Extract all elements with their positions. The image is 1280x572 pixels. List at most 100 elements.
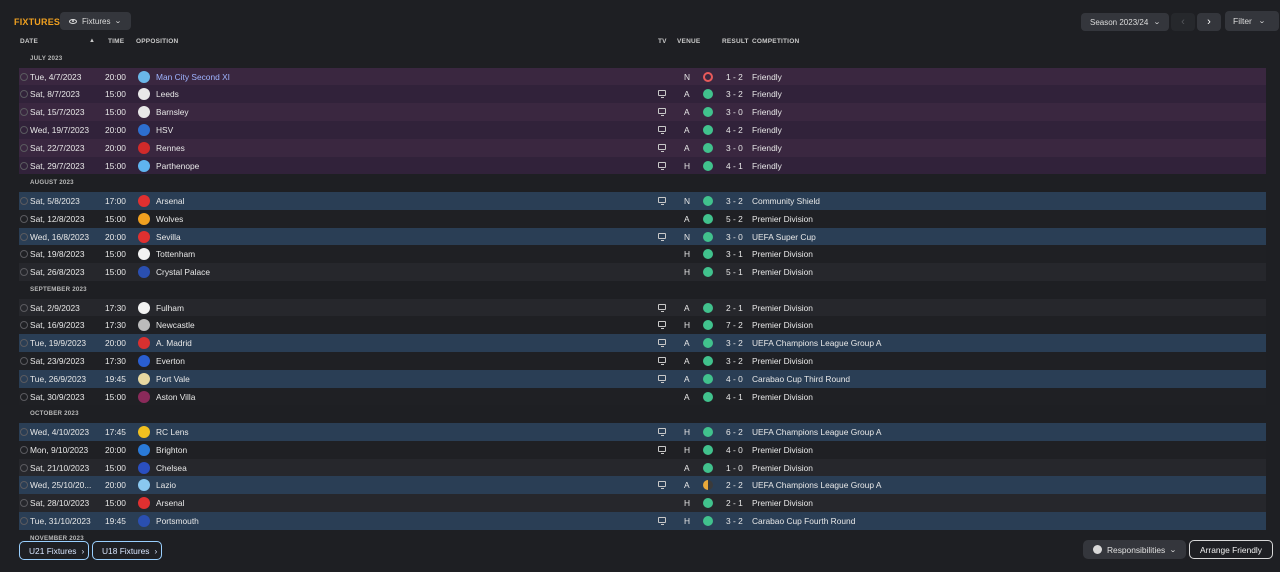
column-tv[interactable]: TV (658, 38, 667, 45)
filter-dropdown[interactable]: Filter ⌄ (1225, 11, 1279, 31)
row-select-checkbox[interactable] (20, 321, 28, 330)
row-select-checkbox[interactable] (20, 72, 28, 81)
competition-link[interactable]: Friendly (752, 124, 782, 135)
fixture-score[interactable]: 3 - 1 (726, 249, 743, 260)
arrange-friendly-button[interactable]: Arrange Friendly (1189, 540, 1273, 559)
fixture-row[interactable]: Sat, 5/8/2023 17:00 Arsenal N 3 - 2 Community… (19, 191, 1266, 210)
competition-link[interactable]: Premier Division (752, 267, 813, 278)
fixture-score[interactable]: 4 - 1 (726, 391, 743, 402)
fixture-score[interactable]: 5 - 2 (726, 213, 743, 224)
fixture-row[interactable]: Tue, 26/9/2023 19:45 Port Vale A 4 - 0 Caraba… (19, 369, 1266, 388)
competition-link[interactable]: Community Shield (752, 195, 820, 206)
row-select-checkbox[interactable] (20, 90, 28, 99)
fixture-score[interactable]: 3 - 0 (726, 107, 743, 118)
opposition-link[interactable]: Chelsea (156, 462, 187, 473)
fixture-row[interactable]: Mon, 9/10/2023 20:00 Brighton H 4 - 0 Premier… (19, 440, 1266, 459)
fixture-score[interactable]: 4 - 0 (726, 444, 743, 455)
competition-link[interactable]: Premier Division (752, 391, 813, 402)
sort-ascending-icon[interactable]: ▲ (89, 38, 96, 44)
opposition-link[interactable]: Leeds (156, 89, 179, 100)
row-select-checkbox[interactable] (20, 303, 28, 312)
fixture-row[interactable]: Sat, 2/9/2023 17:30 Fulham A 2 - 1 Premier Di… (19, 298, 1266, 317)
competition-link[interactable]: UEFA Champions League Group A (752, 338, 882, 349)
fixture-score[interactable]: 2 - 1 (726, 498, 743, 509)
fixture-score[interactable]: 2 - 2 (726, 480, 743, 491)
fixture-score[interactable]: 3 - 0 (726, 142, 743, 153)
fixture-score[interactable]: 1 - 0 (726, 462, 743, 473)
opposition-link[interactable]: Lazio (156, 480, 177, 491)
row-select-checkbox[interactable] (20, 516, 28, 525)
fixture-row[interactable]: Tue, 4/7/2023 20:00 Man City Second XI N 1 -… (19, 67, 1266, 86)
fixture-score[interactable]: 3 - 0 (726, 231, 743, 242)
fixture-row[interactable]: Sat, 29/7/2023 15:00 Parthenope H 4 - 1 Frien… (19, 156, 1266, 175)
row-select-checkbox[interactable] (20, 232, 28, 241)
competition-link[interactable]: Friendly (752, 71, 782, 82)
fixture-row[interactable]: Tue, 19/9/2023 20:00 A. Madrid A 3 - 2 UEFA C… (19, 334, 1266, 352)
fixture-score[interactable]: 4 - 2 (726, 124, 743, 135)
competition-link[interactable]: Friendly (752, 107, 782, 118)
fixture-row[interactable]: Sat, 19/8/2023 15:00 Tottenham H 3 - 1 Premie… (19, 245, 1266, 264)
season-dropdown[interactable]: Season 2023/24 ⌄ (1081, 13, 1169, 31)
opposition-link[interactable]: Fulham (156, 302, 184, 313)
fixture-row[interactable]: Tue, 31/10/2023 19:45 Portsmouth H 3 - 2 Cara… (19, 511, 1266, 530)
competition-link[interactable]: Premier Division (752, 444, 813, 455)
row-select-checkbox[interactable] (20, 125, 28, 134)
fixture-row[interactable]: Sat, 8/7/2023 15:00 Leeds A 3 - 2 Friendly (19, 85, 1266, 104)
column-competition[interactable]: COMPETITION (752, 38, 800, 45)
row-select-checkbox[interactable] (20, 463, 28, 472)
competition-link[interactable]: UEFA Champions League Group A (752, 480, 882, 491)
view-dropdown[interactable]: Fixtures ⌄ (60, 12, 131, 30)
opposition-link[interactable]: Aston Villa (156, 391, 196, 402)
column-date[interactable]: DATE (20, 38, 39, 45)
competition-link[interactable]: Premier Division (752, 320, 813, 331)
u21-fixtures-button[interactable]: U21 Fixtures › (19, 541, 89, 560)
competition-link[interactable]: UEFA Champions League Group A (752, 426, 882, 437)
fixture-row[interactable]: Sat, 21/10/2023 15:00 Chelsea A 1 - 0 Premier… (19, 458, 1266, 477)
competition-link[interactable]: Premier Division (752, 249, 813, 260)
row-select-checkbox[interactable] (20, 143, 28, 152)
fixture-score[interactable]: 6 - 2 (726, 426, 743, 437)
fixture-score[interactable]: 2 - 1 (726, 302, 743, 313)
fixture-row[interactable]: Wed, 4/10/2023 17:45 RC Lens H 6 - 2 UEFA Cha… (19, 422, 1266, 441)
previous-button[interactable]: ‹ (1171, 13, 1195, 31)
responsibilities-button[interactable]: Responsibilities ⌄ (1083, 540, 1186, 559)
fixture-score[interactable]: 7 - 2 (726, 320, 743, 331)
opposition-link[interactable]: Brighton (156, 444, 188, 455)
fixture-score[interactable]: 5 - 1 (726, 267, 743, 278)
row-select-checkbox[interactable] (20, 108, 28, 117)
opposition-link[interactable]: RC Lens (156, 426, 189, 437)
fixture-row[interactable]: Sat, 26/8/2023 15:00 Crystal Palace H 5 - 1 P… (19, 263, 1266, 281)
opposition-link[interactable]: Wolves (156, 213, 184, 224)
column-result[interactable]: RESULT (722, 38, 749, 45)
fixture-row[interactable]: Sat, 16/9/2023 17:30 Newcastle H 7 - 2 Premie… (19, 316, 1266, 335)
competition-link[interactable]: Premier Division (752, 498, 813, 509)
competition-link[interactable]: Premier Division (752, 462, 813, 473)
column-venue[interactable]: VENUE (677, 38, 701, 45)
opposition-link[interactable]: Man City Second XI (156, 71, 231, 82)
opposition-link[interactable]: Arsenal (156, 498, 185, 509)
row-select-checkbox[interactable] (20, 427, 28, 436)
opposition-link[interactable]: Everton (156, 355, 185, 366)
opposition-link[interactable]: Tottenham (156, 249, 196, 260)
competition-link[interactable]: UEFA Super Cup (752, 231, 816, 242)
opposition-link[interactable]: Port Vale (156, 373, 190, 384)
opposition-link[interactable]: Barnsley (156, 107, 189, 118)
row-select-checkbox[interactable] (20, 161, 28, 170)
competition-link[interactable]: Carabao Cup Fourth Round (752, 515, 856, 526)
competition-link[interactable]: Premier Division (752, 355, 813, 366)
row-select-checkbox[interactable] (20, 499, 28, 508)
opposition-link[interactable]: Newcastle (156, 320, 195, 331)
fixture-score[interactable]: 3 - 2 (726, 338, 743, 349)
row-select-checkbox[interactable] (20, 214, 28, 223)
fixture-score[interactable]: 3 - 2 (726, 89, 743, 100)
competition-link[interactable]: Friendly (752, 160, 782, 171)
fixture-score[interactable]: 3 - 2 (726, 195, 743, 206)
fixture-row[interactable]: Sat, 12/8/2023 15:00 Wolves A 5 - 2 Premier D… (19, 209, 1266, 228)
fixture-row[interactable]: Sat, 22/7/2023 20:00 Rennes A 3 - 0 Friendly (19, 138, 1266, 157)
row-select-checkbox[interactable] (20, 250, 28, 259)
competition-link[interactable]: Friendly (752, 89, 782, 100)
competition-link[interactable]: Premier Division (752, 302, 813, 313)
column-time[interactable]: TIME (108, 38, 125, 45)
opposition-link[interactable]: Portsmouth (156, 515, 199, 526)
fixture-row[interactable]: Wed, 25/10/20... 20:00 Lazio A 2 - 2 UEFA Cha… (19, 476, 1266, 495)
